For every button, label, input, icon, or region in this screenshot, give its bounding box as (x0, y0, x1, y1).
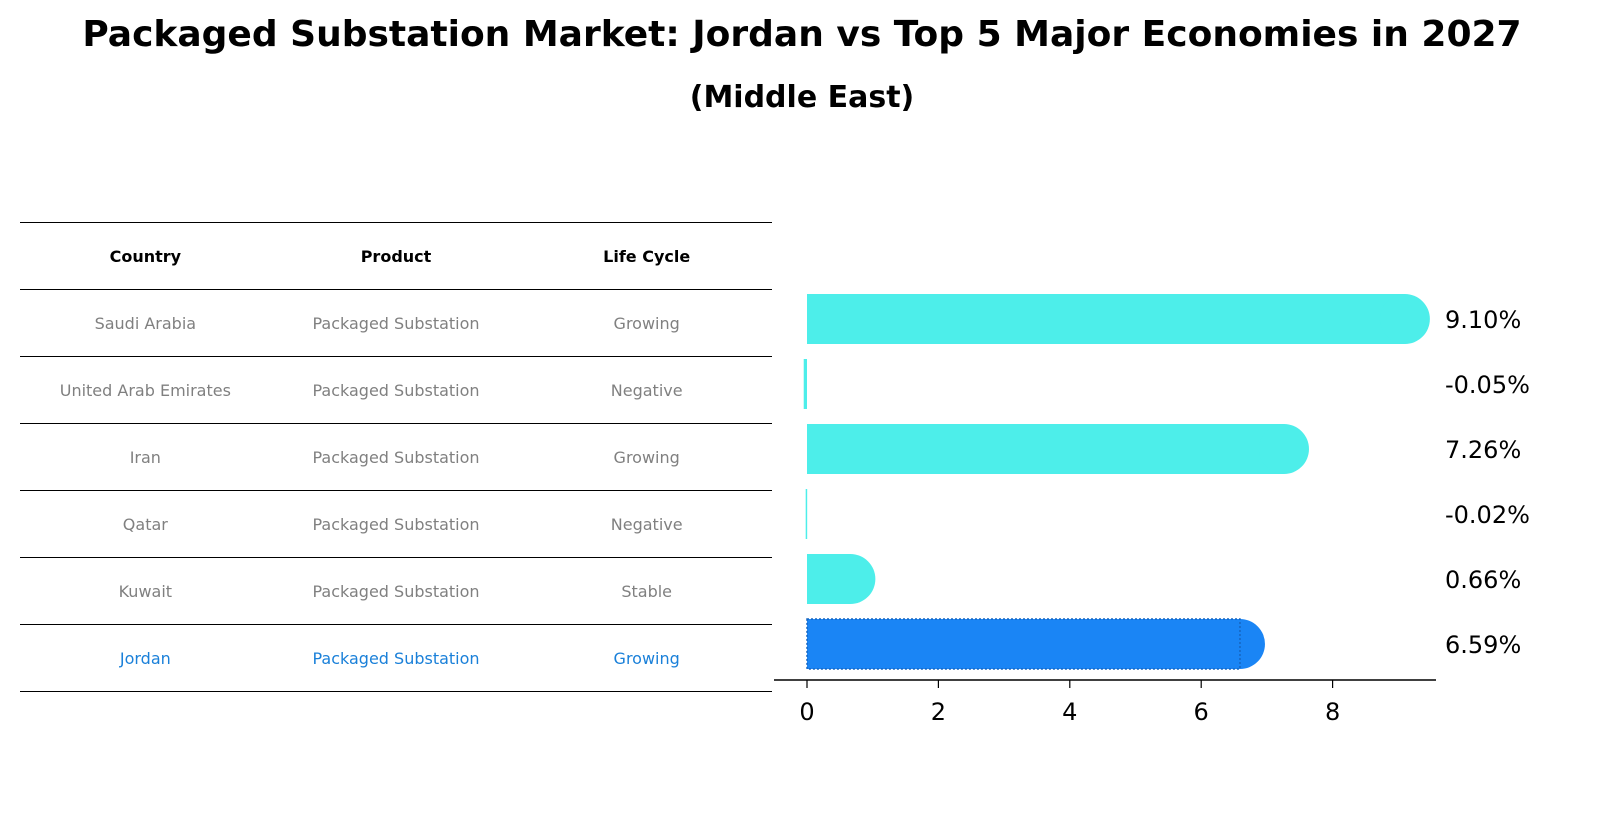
bar-cap (825, 554, 876, 604)
table-row: Iran Packaged Substation Growing (20, 423, 772, 490)
cell-life-cycle: Negative (610, 514, 683, 534)
data-label: 0.66% (1445, 566, 1521, 594)
bar (803, 359, 807, 409)
table-row: Qatar Packaged Substation Negative (20, 490, 772, 557)
cell-country: United Arab Emirates (59, 380, 231, 400)
cell-product: Packaged Substation (312, 313, 480, 333)
cell-life-cycle: Negative (610, 380, 683, 400)
x-tick-label: 2 (931, 698, 946, 726)
bar (807, 619, 1240, 669)
lifecycle-table: Country Product Life Cycle Saudi Arabia … (20, 222, 772, 692)
cell-country: Kuwait (118, 581, 173, 601)
data-label: 7.26% (1445, 436, 1521, 464)
cell-life-cycle: Stable (621, 581, 673, 601)
bar-highlight-outline (806, 618, 1241, 670)
cell-product: Packaged Substation (312, 514, 480, 534)
chart-title: Packaged Substation Market: Jordan vs To… (82, 14, 1522, 55)
cell-country: Qatar (122, 514, 168, 534)
x-tick-label: 4 (1062, 698, 1077, 726)
table-header-row: Country Product Life Cycle (20, 222, 772, 289)
cell-country: Saudi Arabia (94, 313, 197, 333)
header-life-cycle: Life Cycle (603, 246, 691, 266)
bar (807, 424, 1284, 474)
data-label: 9.10% (1445, 306, 1521, 334)
data-label: -0.02% (1445, 501, 1530, 529)
table-row: Kuwait Packaged Substation Stable (20, 557, 772, 624)
bar (805, 489, 808, 539)
cell-country: Iran (129, 447, 161, 467)
data-label: -0.05% (1445, 371, 1530, 399)
bar-cap (1379, 294, 1430, 344)
x-tick-label: 0 (799, 698, 814, 726)
cell-life-cycle: Growing (613, 313, 680, 333)
cell-product: Packaged Substation (312, 648, 480, 668)
x-tick-label: 6 (1194, 698, 1209, 726)
header-product: Product (360, 246, 432, 266)
cell-life-cycle: Growing (613, 648, 680, 668)
table-row: United Arab Emirates Packaged Substation… (20, 356, 772, 423)
x-tick-label: 8 (1325, 698, 1340, 726)
table-row: Saudi Arabia Packaged Substation Growing (20, 289, 772, 356)
cell-country: Jordan (119, 648, 171, 668)
cell-life-cycle: Growing (613, 447, 680, 467)
bar-cap (1258, 424, 1309, 474)
header-country: Country (109, 246, 182, 266)
cell-product: Packaged Substation (312, 581, 480, 601)
chart-subtitle: (Middle East) (689, 80, 915, 115)
table-row-highlighted: Jordan Packaged Substation Growing (20, 624, 772, 692)
cell-product: Packaged Substation (312, 380, 480, 400)
data-label: 6.59% (1445, 631, 1521, 659)
growth-bar-chart: 9.10% -0.05% 7.26% -0.02% 0.66% 6.59% 0 2 4 6 8 (774, 294, 1530, 726)
bar (807, 294, 1405, 344)
cell-product: Packaged Substation (312, 447, 480, 467)
